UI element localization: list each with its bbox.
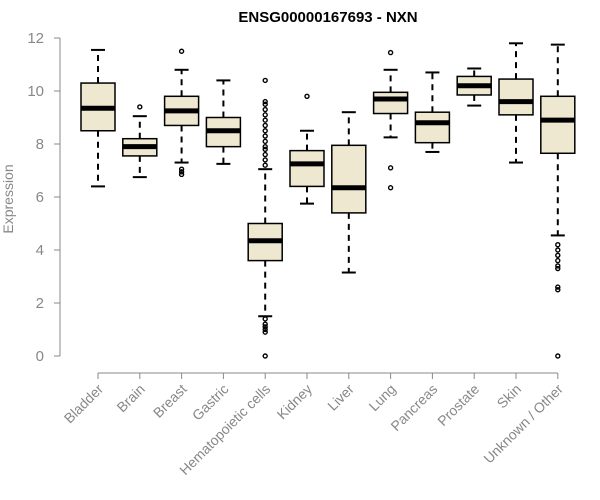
outlier-point: [262, 112, 268, 118]
outlier-point: [262, 353, 268, 359]
x-tick-label: Liver: [324, 381, 357, 414]
outlier-point: [262, 101, 268, 107]
outlier-point: [555, 241, 561, 248]
box-unknown-other: [540, 43, 576, 359]
y-axis: 0 2 4 6 8 10 12: [27, 30, 61, 365]
box-iqr: [498, 78, 534, 116]
outlier-point: [555, 284, 561, 290]
outlier-point: [262, 133, 268, 139]
x-tick-label: Brain: [113, 381, 147, 415]
outlier-point: [262, 151, 268, 158]
box-iqr: [540, 95, 576, 155]
y-tick-label: 6: [36, 189, 44, 206]
outlier-point: [555, 353, 561, 359]
outlier-point: [387, 49, 394, 56]
box-iqr: [372, 91, 409, 115]
outlier-point: [262, 128, 268, 134]
box-iqr: [289, 149, 325, 188]
outlier-point: [555, 247, 561, 253]
outlier-point: [262, 122, 268, 129]
outlier-point: [555, 263, 561, 269]
outlier-point: [262, 143, 268, 150]
outlier-point: [387, 185, 394, 191]
outlier-point: [555, 287, 561, 293]
x-tick-label: Lung: [365, 381, 398, 414]
outlier-point: [555, 265, 561, 272]
y-tick-label: 0: [36, 348, 44, 365]
y-tick-label: 8: [36, 136, 44, 153]
outlier-point: [262, 138, 268, 145]
outlier-point: [262, 324, 268, 330]
box-liver: [331, 111, 367, 274]
box-prostate: [456, 67, 492, 107]
box-lung: [372, 49, 409, 191]
y-tick-label: 10: [27, 83, 44, 100]
x-tick-label: Prostate: [434, 381, 482, 429]
outlier-point: [178, 171, 185, 178]
outlier-point: [262, 157, 268, 163]
x-tick-label: Bladder: [61, 381, 107, 427]
x-tick-label: Skin: [494, 381, 525, 412]
outlier-point: [262, 316, 268, 322]
outlier-point: [262, 117, 268, 123]
x-tick-label: Kidney: [274, 381, 316, 423]
outlier-point: [262, 329, 268, 335]
outlier-point: [262, 77, 268, 84]
outlier-point: [387, 165, 394, 171]
outlier-point: [304, 93, 310, 100]
boxes-group: [80, 42, 576, 359]
outlier-point: [262, 321, 268, 327]
box-brain: [122, 104, 158, 179]
outlier-point: [262, 106, 268, 113]
y-tick-label: 12: [27, 30, 44, 47]
y-tick-label: 2: [36, 295, 44, 312]
box-bladder: [80, 48, 116, 188]
x-tick-label: Breast: [150, 381, 190, 421]
box-pancreas: [414, 71, 451, 153]
box-breast: [163, 48, 200, 178]
box-skin: [498, 42, 534, 164]
box-hematopoietic-cells: [247, 77, 283, 359]
outlier-point: [555, 252, 561, 259]
box-iqr: [414, 111, 451, 144]
outlier-point: [262, 98, 268, 105]
outlier-point: [137, 104, 143, 110]
outlier-point: [178, 169, 185, 175]
y-axis-label: Expression: [0, 164, 16, 233]
outlier-point: [262, 162, 268, 168]
box-kidney: [289, 93, 325, 205]
x-tick-label: Unknown / Other: [480, 381, 566, 467]
outlier-point: [178, 48, 185, 54]
outlier-point: [262, 146, 268, 153]
outlier-point: [178, 166, 185, 172]
box-gastric: [205, 79, 242, 165]
outlier-point: [555, 257, 561, 264]
box-iqr: [331, 144, 367, 214]
chart-title: ENSG00000167693 - NXN: [238, 9, 417, 26]
outlier-point: [262, 326, 268, 333]
y-tick-label: 4: [36, 242, 44, 259]
